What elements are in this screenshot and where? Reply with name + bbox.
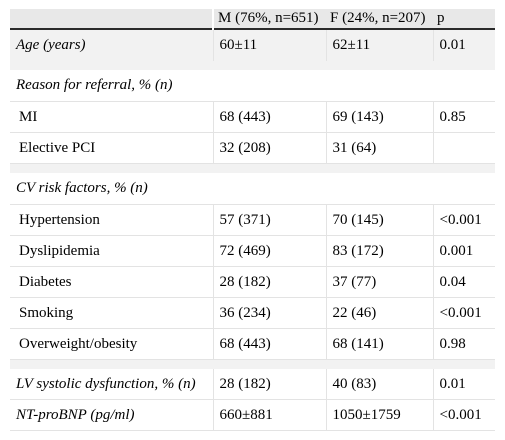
female-value: 68 (141) [325,328,433,360]
spacer-row [10,359,495,369]
female-value: 40 (83) [325,369,433,400]
female-value: 70 (145) [325,204,433,236]
table-row: Diabetes 28 (182) 37 (77) 0.04 [10,266,495,298]
p-value: 0.98 [432,328,495,360]
p-value: <0.001 [432,204,495,236]
female-value: 62±11 [325,29,433,61]
header-p: p [433,9,495,29]
p-value: <0.001 [432,399,495,431]
p-value: 0.85 [432,101,495,133]
row-label: Dyslipidemia [10,235,213,267]
section-title-risk: CV risk factors, % (n) [10,173,495,205]
table-row-ntprobnp: NT-proBNP (pg/ml) 660±881 1050±1759 <0.0… [10,399,495,431]
row-label: Overweight/obesity [10,328,213,360]
male-value: 660±881 [212,399,326,431]
male-value: 60±11 [212,29,326,61]
female-value: 31 (64) [325,132,433,164]
table-row: MI 68 (443) 69 (143) 0.85 [10,101,495,133]
male-value: 36 (234) [212,297,326,329]
row-label: Hypertension [10,204,213,236]
female-value: 22 (46) [325,297,433,329]
female-value: 69 (143) [325,101,433,133]
table-row-lv: LV systolic dysfunction, % (n) 28 (182) … [10,369,495,400]
table-row: Smoking 36 (234) 22 (46) <0.001 [10,297,495,329]
male-value: 32 (208) [212,132,326,164]
p-value: <0.001 [432,297,495,329]
table-row-age: Age (years) 60±11 62±11 0.01 [10,29,495,61]
row-label: LV systolic dysfunction, % (n) [10,369,213,400]
header-male: M (76%, n=651) [213,9,326,29]
male-value: 28 (182) [212,266,326,298]
header-female: F (24%, n=207) [326,9,433,29]
row-label: Smoking [10,297,213,329]
section-title: CV risk factors, % (n) [10,173,495,205]
female-value: 83 (172) [325,235,433,267]
row-label: NT-proBNP (pg/ml) [10,399,213,431]
p-value [432,132,495,164]
male-value: 68 (443) [212,328,326,360]
row-label: Age (years) [10,29,213,61]
spacer-row [10,163,495,173]
row-label: MI [10,101,213,133]
header-blank [10,9,214,29]
male-value: 72 (469) [212,235,326,267]
table-row: Dyslipidemia 72 (469) 83 (172) 0.001 [10,235,495,267]
table-row: Hypertension 57 (371) 70 (145) <0.001 [10,204,495,236]
baseline-characteristics-table: M (76%, n=651) F (24%, n=207) p Age (yea… [10,9,495,431]
p-value: 0.04 [432,266,495,298]
table-row: Elective PCI 32 (208) 31 (64) [10,132,495,164]
male-value: 28 (182) [212,369,326,400]
p-value: 0.01 [432,29,495,61]
female-value: 1050±1759 [325,399,433,431]
row-label: Diabetes [10,266,213,298]
female-value: 37 (77) [325,266,433,298]
row-label: Elective PCI [10,132,213,164]
spacer-row [10,61,495,70]
header-row: M (76%, n=651) F (24%, n=207) p [10,9,495,29]
p-value: 0.001 [432,235,495,267]
section-title-referral: Reason for referral, % (n) [10,70,495,102]
male-value: 57 (371) [212,204,326,236]
section-title: Reason for referral, % (n) [10,70,495,102]
male-value: 68 (443) [212,101,326,133]
table-row: Overweight/obesity 68 (443) 68 (141) 0.9… [10,328,495,360]
p-value: 0.01 [432,369,495,400]
